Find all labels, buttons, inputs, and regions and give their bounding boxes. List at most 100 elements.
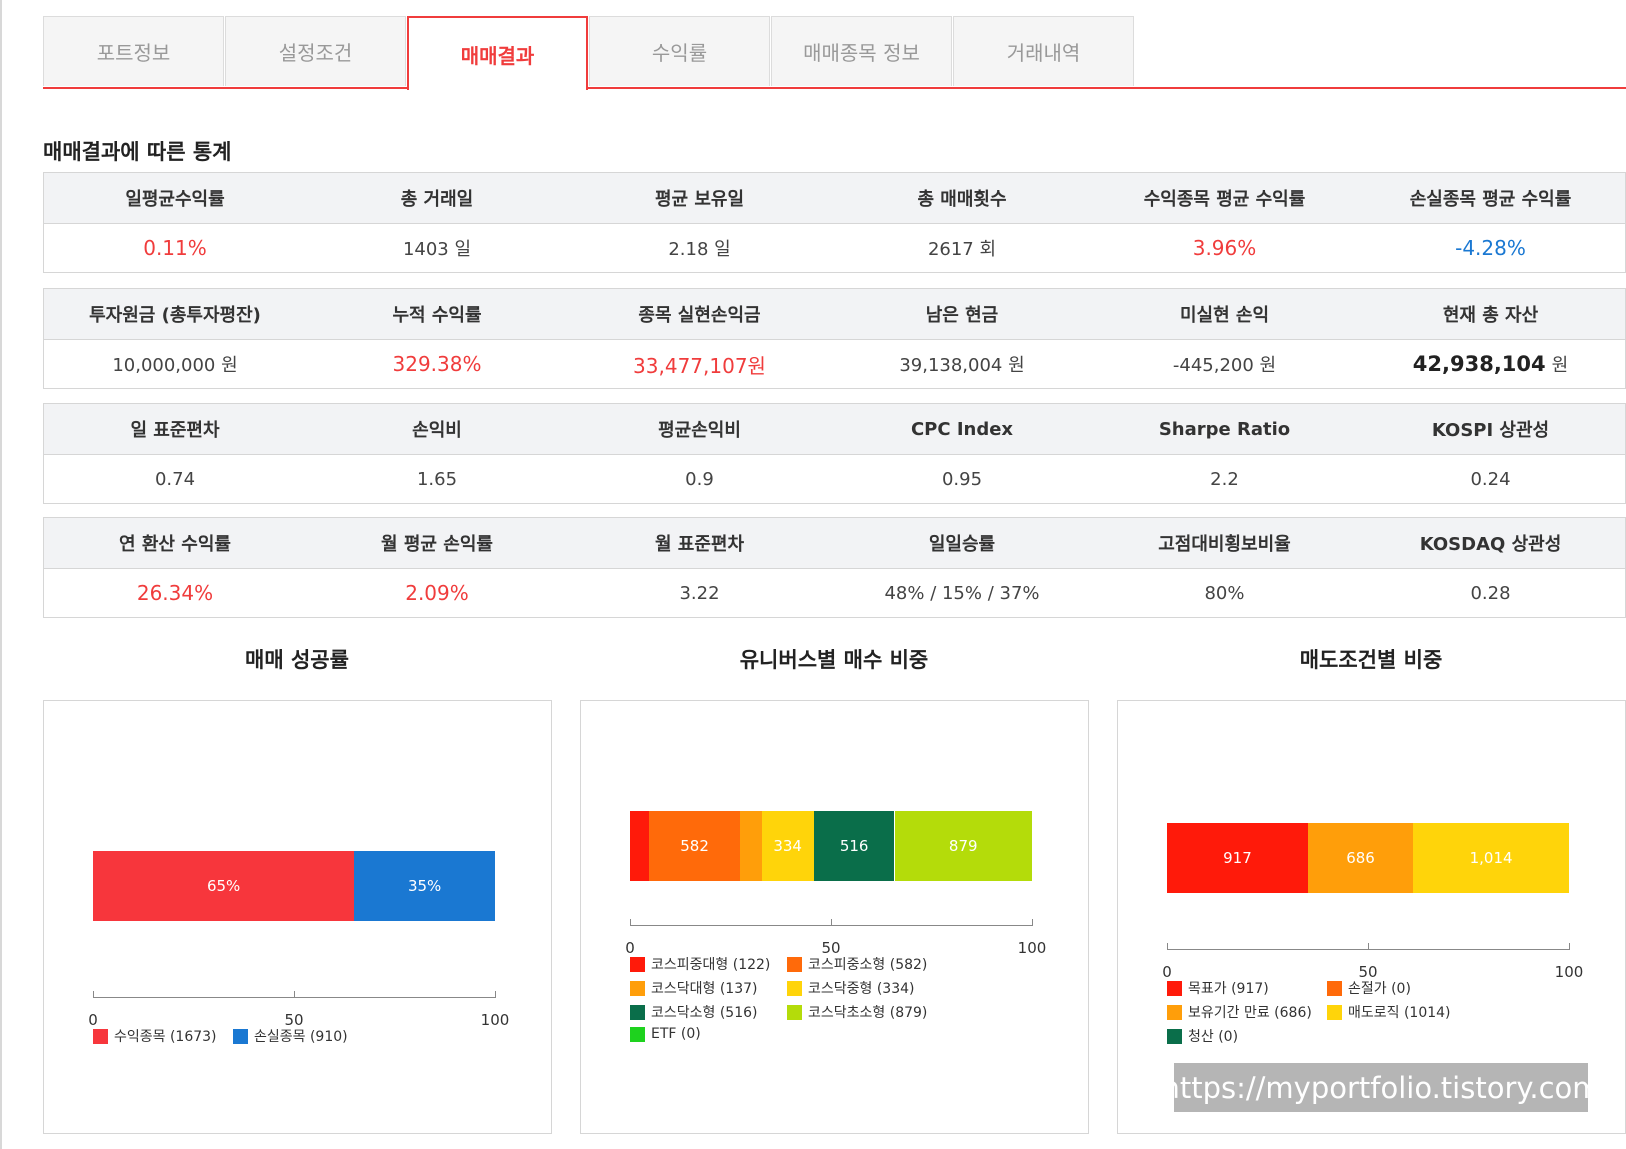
- tab-settings[interactable]: 설정조건: [225, 16, 406, 86]
- x-axis-tick-label: 100: [1554, 963, 1584, 981]
- tab-trade-results[interactable]: 매매결과: [407, 16, 588, 90]
- stats-value-row: 0.11% 1403 일 2.18 일 2617 회 3.96% -4.28%: [44, 224, 1625, 272]
- stat-header: 투자원금 (총투자평잔): [89, 305, 261, 326]
- tab-trade-history[interactable]: 거래내역: [953, 16, 1134, 86]
- stat-value-total-trading-days: 1403 일: [402, 239, 472, 260]
- bar-segment: 1,014: [1413, 823, 1569, 893]
- bar-segment: 686: [1307, 823, 1414, 893]
- legend-label: 매도로직 (1014): [1348, 1005, 1451, 1021]
- stat-header: 연 환산 수익률: [119, 534, 231, 555]
- legend-label: 코스닥초소형 (879): [808, 1005, 928, 1021]
- stat-value-daily-win-rate: 48% / 15% / 37%: [884, 582, 1040, 604]
- legend-item[interactable]: 코스닥중형 (334): [787, 978, 915, 998]
- tab-port-info[interactable]: 포트정보: [43, 16, 224, 86]
- stat-value-annualized-return: 26.34%: [136, 581, 214, 605]
- x-axis-tick-label: 100: [480, 1011, 510, 1029]
- total-assets-unit: 원: [1551, 355, 1569, 376]
- total-assets-amount: 42,938,104: [1412, 352, 1546, 376]
- stat-value-win-avg-return: 3.96%: [1192, 236, 1257, 260]
- stat-value-cumulative-return: 329.38%: [392, 352, 482, 376]
- stats-value-row: 26.34% 2.09% 3.22 48% / 15% / 37% 80% 0.…: [44, 569, 1625, 617]
- stat-header: KOSDAQ 상관성: [1419, 534, 1562, 555]
- stat-header: 일평균수익률: [125, 189, 225, 210]
- bar-segment-label: 917: [1223, 849, 1252, 867]
- legend-label: 손실종목 (910): [254, 1029, 348, 1045]
- stats-header-row: 연 환산 수익률 월 평균 손익률 월 표준편차 일일승률 고점대비횡보비율 K…: [44, 518, 1625, 569]
- legend-swatch: [1167, 1004, 1182, 1020]
- stat-value-profit-loss-ratio: 1.65: [416, 468, 458, 490]
- bar-segment: [630, 811, 650, 881]
- legend-item[interactable]: 손실종목 (910): [233, 1026, 348, 1046]
- legend-item[interactable]: 매도로직 (1014): [1327, 1002, 1451, 1022]
- legend-swatch: [630, 956, 645, 972]
- legend-item[interactable]: 코스피중대형 (122): [630, 954, 770, 974]
- legend-swatch: [93, 1028, 108, 1044]
- bar-segment-label: 582: [680, 837, 709, 855]
- x-axis-tick: [93, 991, 94, 998]
- stat-value-total-trades: 2617 회: [927, 239, 997, 260]
- bar-segment: 879: [894, 811, 1032, 881]
- stat-value-loss-avg-return: -4.28%: [1455, 236, 1526, 260]
- legend-item[interactable]: 코스닥대형 (137): [630, 978, 758, 998]
- stat-header: 손실종목 평균 수익률: [1409, 189, 1572, 210]
- stat-value-principal: 10,000,000 원: [112, 355, 238, 376]
- bar-segment-label: 1,014: [1469, 849, 1513, 867]
- bar-segment-label: 879: [948, 837, 978, 855]
- legend-item[interactable]: 손절가 (0): [1327, 978, 1411, 998]
- legend-swatch: [630, 980, 645, 996]
- stat-value-monthly-stddev: 3.22: [679, 582, 720, 604]
- legend-swatch: [1327, 980, 1342, 996]
- bar-segment: 582: [649, 811, 741, 881]
- stat-header: 고점대비횡보비율: [1158, 534, 1291, 555]
- stat-value-sharpe-ratio: 2.2: [1210, 468, 1239, 490]
- stats-header-row: 일 표준편차 손익비 평균손익비 CPC Index Sharpe Ratio …: [44, 404, 1625, 455]
- left-border: [0, 0, 2, 1149]
- x-axis-tick-label: 100: [1017, 939, 1047, 957]
- legend-swatch: [1327, 1004, 1342, 1020]
- tab-traded-stocks-info[interactable]: 매매종목 정보: [771, 16, 952, 86]
- stats-header-row: 일평균수익률 총 거래일 평균 보유일 총 매매횟수 수익종목 평균 수익률 손…: [44, 173, 1625, 224]
- stat-value-drawdown-flat-ratio: 80%: [1204, 582, 1245, 604]
- chart-title-success-rate: 매매 성공률: [245, 648, 349, 672]
- stat-header: 월 표준편차: [654, 534, 745, 555]
- stat-value-kospi-correlation: 0.24: [1470, 468, 1511, 490]
- chart-sell-condition-weight: 917 686 1,014 0 50 100 목표가 (917) 손절가 (0) 보유기간 만료…: [1117, 700, 1626, 1134]
- legend-swatch: [630, 1004, 645, 1020]
- chart-title-universe-weight: 유니버스별 매수 비중: [739, 648, 929, 672]
- stat-header: 월 평균 손익률: [381, 534, 493, 555]
- chart-universe-weight: 582 334 516 879 0 50 100 코스피중대형 (122) 코스피중소형 (58…: [580, 700, 1089, 1134]
- legend-label: 보유기간 만료 (686): [1188, 1005, 1312, 1021]
- legend-item[interactable]: ETF (0): [630, 1026, 701, 1042]
- stats-table-3: 일 표준편차 손익비 평균손익비 CPC Index Sharpe Ratio …: [43, 403, 1626, 504]
- stat-header: 손익비: [412, 420, 462, 441]
- tab-returns[interactable]: 수익률: [589, 16, 770, 86]
- legend-item[interactable]: 수익종목 (1673): [93, 1026, 217, 1046]
- bar-segment: 917: [1167, 823, 1308, 893]
- legend-item[interactable]: 청산 (0): [1167, 1026, 1238, 1046]
- chart-success-rate: 65% 35% 0 50 100 수익종목 (1673) 손실종목 (910): [43, 700, 552, 1134]
- stat-value-daily-stddev: 0.74: [154, 468, 196, 490]
- legend-label: ETF (0): [651, 1026, 701, 1042]
- section-title: 매매결과에 따른 통계: [43, 140, 232, 164]
- x-axis-tick: [294, 991, 295, 998]
- legend-label: 수익종목 (1673): [114, 1029, 217, 1045]
- stat-header: CPC Index: [910, 418, 1014, 440]
- bar-segment: 516: [813, 811, 895, 881]
- tab-bar: 포트정보 설정조건 매매결과 수익률 매매종목 정보 거래내역: [43, 16, 1626, 90]
- legend-item[interactable]: 보유기간 만료 (686): [1167, 1002, 1312, 1022]
- legend-item[interactable]: 목표가 (917): [1167, 978, 1269, 998]
- bar-segment-label: 65%: [206, 877, 241, 895]
- stat-header: 현재 총 자산: [1442, 305, 1539, 326]
- bar-segment-label: 35%: [407, 877, 442, 895]
- legend-label: 목표가 (917): [1188, 981, 1269, 997]
- legend-item[interactable]: 코스닥소형 (516): [630, 1002, 758, 1022]
- legend-item[interactable]: 코스닥초소형 (879): [787, 1002, 927, 1022]
- stat-header: 미실현 손익: [1179, 305, 1270, 326]
- chart-title-sell-condition-weight: 매도조건별 비중: [1299, 648, 1443, 672]
- legend-item[interactable]: 코스피중소형 (582): [787, 954, 927, 974]
- bar-segment-label: 516: [839, 837, 869, 855]
- stats-header-row: 투자원금 (총투자평잔) 누적 수익률 종목 실현손익금 남은 현금 미실현 손…: [44, 289, 1625, 340]
- legend-label: 코스닥중형 (334): [808, 981, 915, 997]
- legend-swatch: [787, 956, 802, 972]
- legend-swatch: [1167, 1028, 1182, 1044]
